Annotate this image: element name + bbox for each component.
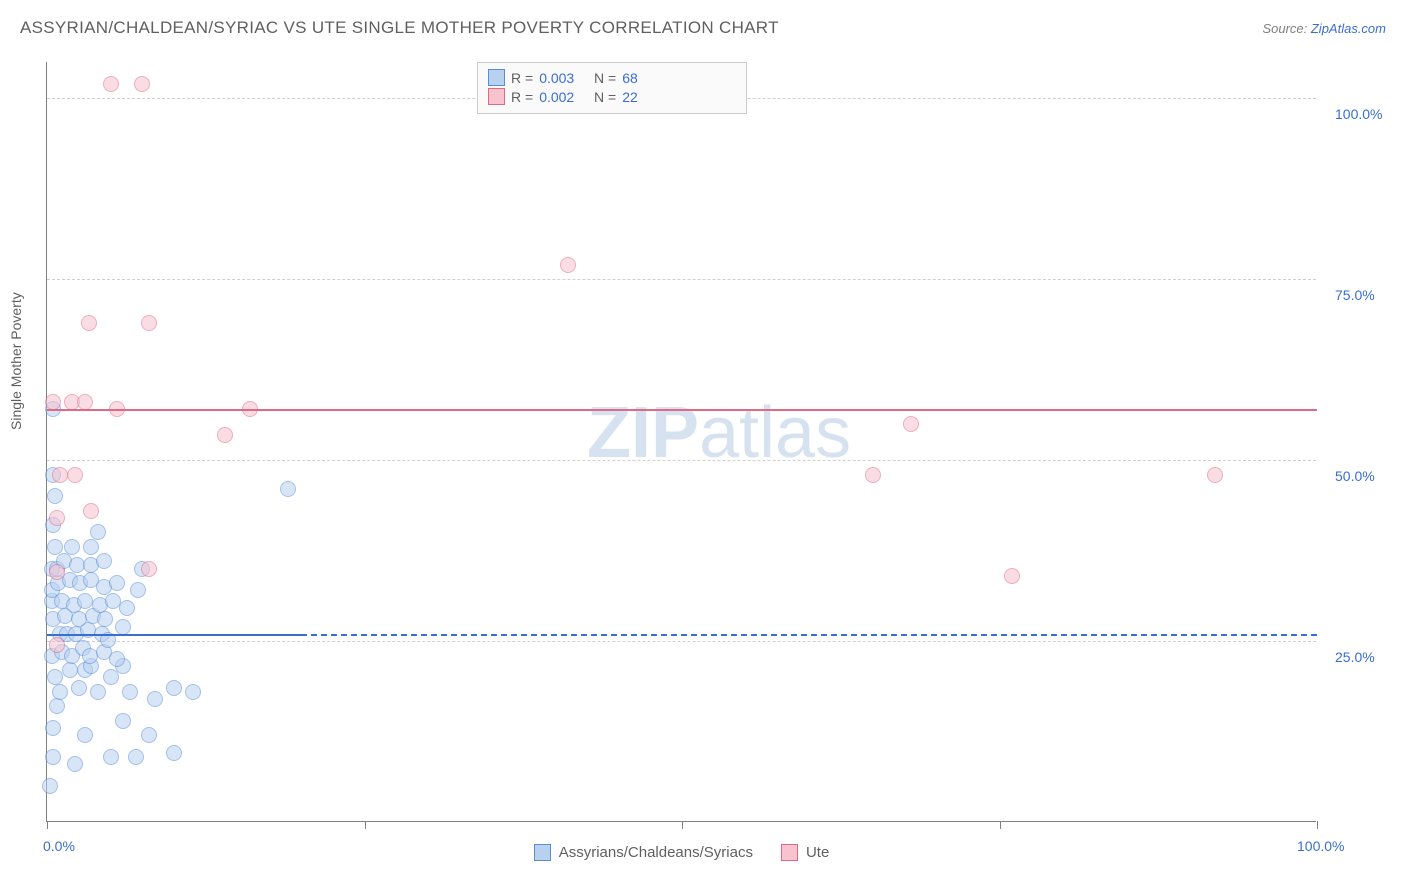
data-point (77, 727, 93, 743)
legend-r-label: R = (511, 89, 533, 105)
data-point (52, 467, 68, 483)
trend-line-solid (47, 634, 301, 636)
data-point (77, 593, 93, 609)
legend-row-series-1: R = 0.002 N = 22 (488, 88, 736, 105)
data-point (119, 600, 135, 616)
data-point (97, 611, 113, 627)
data-point (166, 745, 182, 761)
data-point (122, 684, 138, 700)
legend-bottom-swatch-0 (534, 844, 551, 861)
y-tick-label: 25.0% (1335, 649, 1375, 665)
data-point (45, 749, 61, 765)
data-point (67, 756, 83, 772)
data-point (64, 539, 80, 555)
data-point (96, 553, 112, 569)
scatter-plot: ZIPatlas R = 0.003 N = 68 R = 0.002 N = … (46, 62, 1316, 822)
data-point (185, 684, 201, 700)
x-tick (682, 821, 683, 829)
y-axis-label: Single Mother Poverty (8, 292, 24, 430)
data-point (52, 684, 68, 700)
data-point (865, 467, 881, 483)
y-tick-label: 50.0% (1335, 468, 1375, 484)
x-tick (47, 821, 48, 829)
correlation-legend: R = 0.003 N = 68 R = 0.002 N = 22 (477, 62, 747, 114)
gridline (47, 460, 1316, 461)
legend-n-value-0: 68 (622, 70, 638, 86)
legend-row-series-0: R = 0.003 N = 68 (488, 69, 736, 86)
data-point (42, 778, 58, 794)
data-point (103, 669, 119, 685)
data-point (49, 637, 65, 653)
legend-n-label: N = (594, 89, 616, 105)
legend-r-value-1: 0.002 (539, 89, 574, 105)
data-point (81, 315, 97, 331)
data-point (45, 720, 61, 736)
source-attribution: Source: ZipAtlas.com (1262, 21, 1386, 36)
data-point (128, 749, 144, 765)
legend-swatch-1 (488, 88, 505, 105)
trend-line-solid (47, 409, 1317, 411)
data-point (49, 698, 65, 714)
data-point (115, 619, 131, 635)
chart-title: ASSYRIAN/CHALDEAN/SYRIAC VS UTE SINGLE M… (20, 18, 779, 38)
data-point (83, 503, 99, 519)
trend-line-dashed (301, 634, 1317, 636)
data-point (49, 564, 65, 580)
x-tick (365, 821, 366, 829)
data-point (83, 539, 99, 555)
data-point (560, 257, 576, 273)
legend-swatch-0 (488, 69, 505, 86)
legend-bottom-label-1: Ute (806, 844, 829, 861)
data-point (47, 539, 63, 555)
y-tick-label: 100.0% (1335, 106, 1382, 122)
data-point (77, 394, 93, 410)
legend-bottom-swatch-1 (781, 844, 798, 861)
data-point (90, 684, 106, 700)
gridline (47, 641, 1316, 642)
data-point (47, 669, 63, 685)
legend-n-value-1: 22 (622, 89, 638, 105)
data-point (109, 651, 125, 667)
data-point (115, 713, 131, 729)
data-point (141, 727, 157, 743)
series-legend: Assyrians/Chaldeans/Syriacs Ute (47, 844, 1316, 861)
source-prefix: Source: (1262, 21, 1310, 36)
x-tick (1317, 821, 1318, 829)
data-point (62, 662, 78, 678)
x-tick (1000, 821, 1001, 829)
legend-n-label: N = (594, 70, 616, 86)
source-link[interactable]: ZipAtlas.com (1311, 21, 1386, 36)
data-point (217, 427, 233, 443)
x-tick-label: 100.0% (1297, 838, 1344, 854)
data-point (141, 315, 157, 331)
legend-item-1: Ute (781, 844, 829, 861)
data-point (90, 524, 106, 540)
data-point (903, 416, 919, 432)
legend-r-value-0: 0.003 (539, 70, 574, 86)
data-point (280, 481, 296, 497)
data-point (67, 467, 83, 483)
legend-r-label: R = (511, 70, 533, 86)
data-point (166, 680, 182, 696)
data-point (49, 510, 65, 526)
x-tick-label: 0.0% (43, 838, 75, 854)
data-point (141, 561, 157, 577)
data-point (103, 749, 119, 765)
data-point (134, 76, 150, 92)
data-point (45, 394, 61, 410)
data-point (130, 582, 146, 598)
data-point (1207, 467, 1223, 483)
data-point (47, 488, 63, 504)
data-point (71, 680, 87, 696)
y-tick-label: 75.0% (1335, 287, 1375, 303)
legend-bottom-label-0: Assyrians/Chaldeans/Syriacs (559, 844, 753, 861)
legend-item-0: Assyrians/Chaldeans/Syriacs (534, 844, 753, 861)
watermark: ZIPatlas (587, 392, 851, 474)
data-point (147, 691, 163, 707)
data-point (109, 575, 125, 591)
data-point (103, 76, 119, 92)
data-point (1004, 568, 1020, 584)
gridline (47, 279, 1316, 280)
header: ASSYRIAN/CHALDEAN/SYRIAC VS UTE SINGLE M… (20, 18, 1386, 38)
